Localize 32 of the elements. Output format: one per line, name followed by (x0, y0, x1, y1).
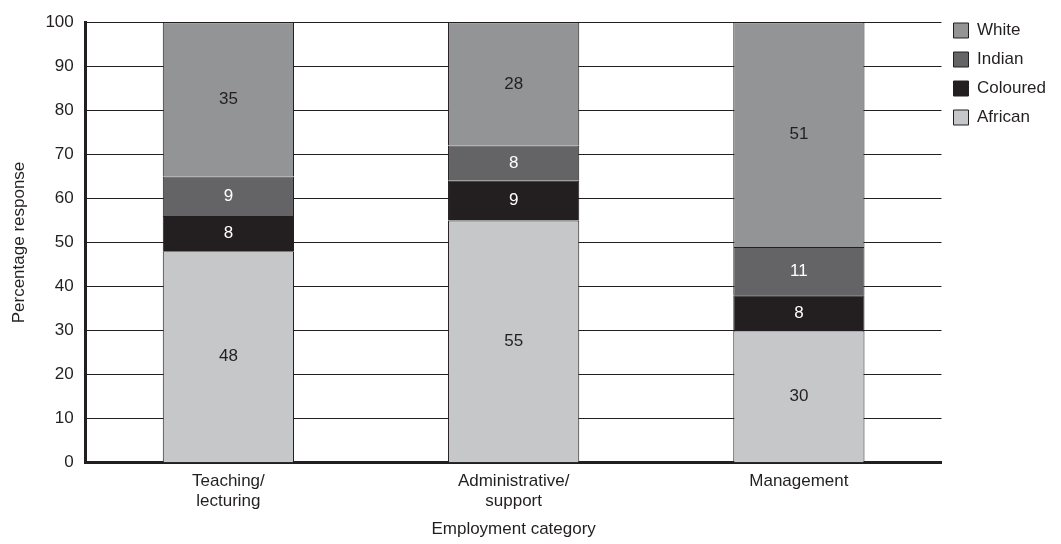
y-tick-label: 100 (45, 11, 74, 31)
x-tick-label: Management (749, 470, 849, 490)
legend-label: Indian (977, 49, 1024, 69)
y-tick-label: 70 (54, 144, 74, 164)
legend-label: African (977, 107, 1030, 127)
x-tick-label: Teaching/ lecturing (192, 470, 266, 511)
data-label: 8 (508, 152, 519, 172)
y-tick-label: 80 (54, 100, 74, 120)
legend-label: White (977, 20, 1021, 40)
data-label: 8 (794, 302, 804, 322)
data-label: 55 (504, 331, 524, 351)
y-axis-title: Percentage response (8, 161, 28, 324)
x-tick-label: Administrative/ support (457, 470, 570, 511)
y-tick-label: 0 (64, 452, 74, 472)
y-tick-label: 40 (54, 276, 74, 296)
y-tick-label: 50 (54, 232, 74, 252)
y-tick-label: 10 (54, 408, 74, 428)
y-tick-label: 20 (54, 364, 74, 384)
x-axis-title: Employment category (431, 519, 597, 539)
data-label: 9 (223, 185, 234, 205)
data-label: 28 (504, 73, 524, 93)
data-label: 11 (790, 260, 808, 280)
legend-label: Coloured (977, 78, 1047, 98)
data-label: 9 (508, 190, 519, 210)
y-tick-label: 90 (54, 55, 74, 75)
y-tick-label: 30 (54, 320, 74, 340)
data-label: 8 (223, 223, 234, 243)
data-label: 48 (218, 346, 238, 366)
y-tick-label: 60 (54, 188, 74, 208)
data-label: 30 (789, 386, 809, 406)
data-label: 35 (218, 88, 238, 108)
data-label: 51 (789, 124, 809, 144)
